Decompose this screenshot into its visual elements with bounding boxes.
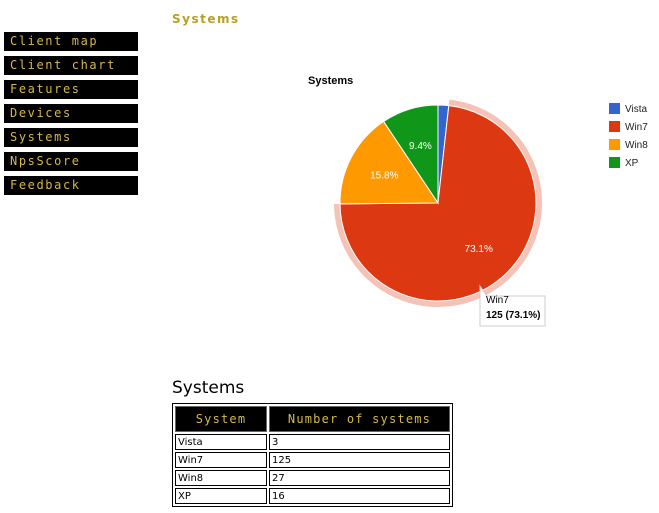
pie-chart-svg: Systems 73.1% 15.8% 9.4% Vista Win7 Win8 XP W…	[308, 75, 648, 327]
tooltip-name: Win7	[486, 295, 509, 306]
legend-swatch-win7	[609, 121, 620, 132]
table-title: Systems	[172, 378, 245, 398]
sidebar-item-npsscore[interactable]: NpsScore	[4, 152, 138, 171]
column-header-count: Number of systems	[269, 406, 450, 432]
legend-swatch-win8	[609, 139, 620, 150]
table-cell-count: 27	[269, 470, 450, 486]
table-row: Win7 125	[175, 452, 450, 468]
legend-swatch-vista	[609, 103, 620, 114]
tooltip-value: 125 (73.1%)	[486, 310, 540, 321]
sidebar-nav: Client map Client chart Features Devices…	[4, 32, 138, 200]
legend-label-xp[interactable]: XP	[625, 158, 639, 169]
table-cell-system: Vista	[175, 434, 267, 450]
table-row: Win8 27	[175, 470, 450, 486]
tooltip-box	[479, 284, 546, 327]
systems-table: System Number of systems Vista 3 Win7 12…	[172, 403, 453, 507]
table-cell-count: 16	[269, 488, 450, 504]
sidebar-item-systems[interactable]: Systems	[4, 128, 138, 147]
pie-label-win8: 15.8%	[370, 171, 398, 182]
sidebar-item-features[interactable]: Features	[4, 80, 138, 99]
chart-tooltip: Win7 125 (73.1%)	[479, 284, 546, 327]
pie-slice-xp[interactable]	[382, 104, 439, 205]
sidebar-item-client-map[interactable]: Client map	[4, 32, 138, 51]
chart-legend: Vista Win7 Win8 XP	[609, 103, 648, 169]
pie-slice-win8[interactable]	[339, 120, 439, 205]
page-title: Systems	[172, 12, 240, 26]
table-header-row: System Number of systems	[175, 406, 450, 432]
column-header-system: System	[175, 406, 267, 432]
chart-title: Systems	[308, 75, 353, 87]
table-cell-system: Win8	[175, 470, 267, 486]
table-row: Vista 3	[175, 434, 450, 450]
table-cell-count: 3	[269, 434, 450, 450]
pie-label-xp: 9.4%	[409, 141, 432, 152]
table-cell-system: XP	[175, 488, 267, 504]
legend-label-win7[interactable]: Win7	[625, 122, 648, 133]
table-row: XP 16	[175, 488, 450, 504]
sidebar-item-devices[interactable]: Devices	[4, 104, 138, 123]
sidebar-item-client-chart[interactable]: Client chart	[4, 56, 138, 75]
legend-label-vista[interactable]: Vista	[625, 104, 647, 115]
legend-swatch-xp	[609, 157, 620, 168]
table-cell-system: Win7	[175, 452, 267, 468]
pie-chart[interactable]: Systems 73.1% 15.8% 9.4% Vista Win7 Win8 XP W…	[200, 60, 659, 340]
legend-label-win8[interactable]: Win8	[625, 140, 648, 151]
sidebar-item-feedback[interactable]: Feedback	[4, 176, 138, 195]
table-cell-count: 125	[269, 452, 450, 468]
pie-slices: 73.1% 15.8% 9.4%	[334, 99, 542, 307]
pie-label-win7: 73.1%	[465, 244, 493, 255]
